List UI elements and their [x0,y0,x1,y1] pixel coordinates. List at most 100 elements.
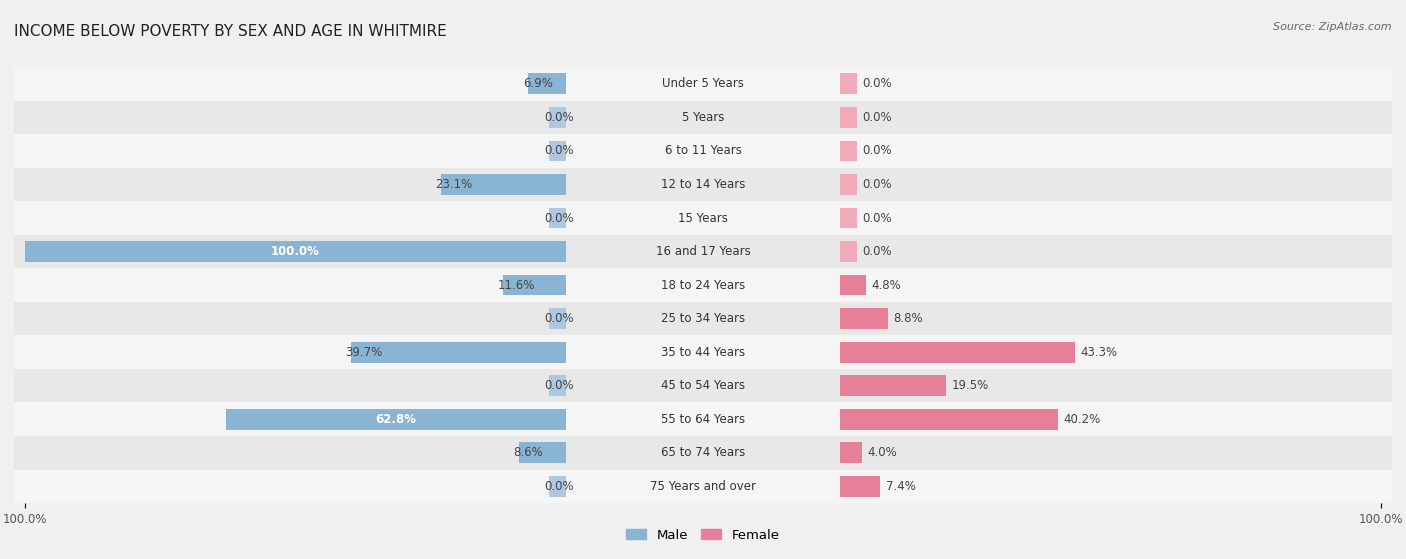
Bar [0,302,1406,335]
Bar [550,375,565,396]
Bar [519,442,565,463]
Bar [0,101,1406,134]
Text: 6 to 11 Years: 6 to 11 Years [665,144,741,158]
Text: 15 Years: 15 Years [678,211,728,225]
Bar [0,201,1406,235]
Text: 35 to 44 Years: 35 to 44 Years [661,345,745,359]
Bar [0,134,1406,168]
Bar [0,335,1406,369]
Text: 75 Years and over: 75 Years and over [650,480,756,493]
Text: 100.0%: 100.0% [271,245,319,258]
Text: 62.8%: 62.8% [375,413,416,426]
Bar [0,436,1406,470]
Bar [841,73,856,94]
Bar [0,302,1406,335]
Text: 0.0%: 0.0% [544,211,574,225]
Bar [0,101,1406,134]
Text: 8.8%: 8.8% [893,312,922,325]
Bar [0,168,1406,201]
Bar [0,268,1406,302]
Bar [841,409,1057,430]
Bar [0,335,1406,369]
Text: INCOME BELOW POVERTY BY SEX AND AGE IN WHITMIRE: INCOME BELOW POVERTY BY SEX AND AGE IN W… [14,24,447,39]
Bar [0,268,1406,302]
Bar [550,107,565,128]
Text: 25 to 34 Years: 25 to 34 Years [661,312,745,325]
Bar [0,268,1406,302]
Bar [0,168,1406,201]
Text: 0.0%: 0.0% [544,480,574,493]
Text: 40.2%: 40.2% [1063,413,1101,426]
Bar [0,201,1406,235]
Text: 8.6%: 8.6% [513,446,544,459]
Text: 0.0%: 0.0% [862,211,891,225]
Bar [0,369,1406,402]
Bar [0,470,1406,503]
Bar [0,302,1406,335]
Bar [0,134,1406,168]
Bar [0,402,1406,436]
Bar [226,409,565,430]
Bar [0,402,1406,436]
Text: 0.0%: 0.0% [544,111,574,124]
Bar [550,308,565,329]
Text: 0.0%: 0.0% [862,77,891,91]
Bar [841,174,856,195]
Text: 23.1%: 23.1% [436,178,472,191]
Bar [841,107,856,128]
Bar [440,174,565,195]
Text: 4.0%: 4.0% [868,446,897,459]
Text: 0.0%: 0.0% [544,379,574,392]
Bar [0,470,1406,503]
Text: 16 and 17 Years: 16 and 17 Years [655,245,751,258]
Bar [0,67,1406,101]
Text: 0.0%: 0.0% [862,144,891,158]
Bar [841,207,856,229]
Bar [841,274,866,296]
Bar [0,402,1406,436]
Text: 11.6%: 11.6% [498,278,534,292]
Bar [0,235,1406,268]
Bar [0,101,1406,134]
Bar [550,140,565,162]
Bar [0,436,1406,470]
Bar [550,476,565,497]
Text: Source: ZipAtlas.com: Source: ZipAtlas.com [1274,22,1392,32]
Bar [0,134,1406,168]
Text: 7.4%: 7.4% [886,480,915,493]
Text: 5 Years: 5 Years [682,111,724,124]
Text: 55 to 64 Years: 55 to 64 Years [661,413,745,426]
Bar [0,201,1406,235]
Bar [841,442,862,463]
Bar [0,369,1406,402]
Bar [503,274,565,296]
Text: 12 to 14 Years: 12 to 14 Years [661,178,745,191]
Text: Under 5 Years: Under 5 Years [662,77,744,91]
Bar [529,73,565,94]
Text: 0.0%: 0.0% [862,245,891,258]
Bar [0,67,1406,101]
Bar [0,168,1406,201]
Text: 18 to 24 Years: 18 to 24 Years [661,278,745,292]
Text: 4.8%: 4.8% [872,278,901,292]
Bar [841,140,856,162]
Bar [841,476,880,497]
Bar [841,342,1074,363]
Bar [0,369,1406,402]
Text: 0.0%: 0.0% [862,111,891,124]
Text: 0.0%: 0.0% [544,312,574,325]
Text: 43.3%: 43.3% [1080,345,1116,359]
Text: 0.0%: 0.0% [862,178,891,191]
Bar [841,308,889,329]
Text: 45 to 54 Years: 45 to 54 Years [661,379,745,392]
Bar [550,207,565,229]
Bar [0,235,1406,268]
Bar [0,470,1406,503]
Text: 6.9%: 6.9% [523,77,553,91]
Text: 65 to 74 Years: 65 to 74 Years [661,446,745,459]
Bar [352,342,565,363]
Text: 19.5%: 19.5% [952,379,988,392]
Bar [25,241,565,262]
Bar [841,375,946,396]
Text: 39.7%: 39.7% [346,345,382,359]
